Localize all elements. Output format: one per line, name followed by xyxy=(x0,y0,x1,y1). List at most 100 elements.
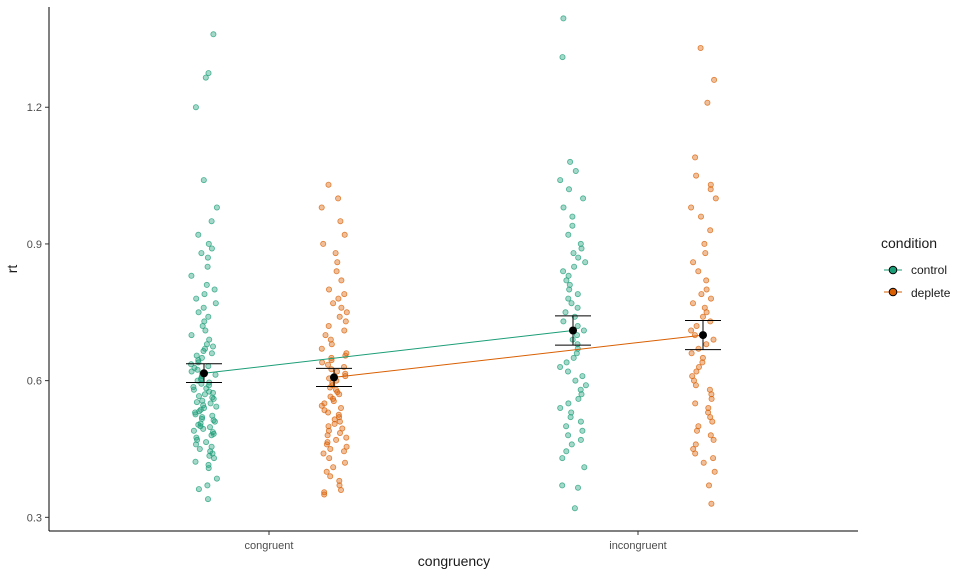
data-point-deplete xyxy=(711,76,718,83)
data-point-control xyxy=(205,240,212,247)
data-point-control xyxy=(206,336,213,343)
data-point-deplete xyxy=(336,313,343,320)
data-point-control xyxy=(574,291,581,298)
data-point-control xyxy=(205,461,212,468)
data-point-control xyxy=(560,204,567,211)
data-point-control xyxy=(204,254,211,261)
data-point-control xyxy=(565,400,572,407)
data-point-deplete xyxy=(335,195,342,202)
data-point-control xyxy=(190,427,197,434)
data-point-deplete xyxy=(327,393,334,400)
data-point-control xyxy=(570,354,577,361)
data-point-control xyxy=(208,350,215,357)
data-point-control xyxy=(557,404,564,411)
data-point-deplete xyxy=(330,300,337,307)
data-point-deplete xyxy=(693,172,700,179)
data-point-deplete xyxy=(343,309,350,316)
data-point-control xyxy=(570,250,577,257)
data-point-deplete xyxy=(318,345,325,352)
data-point-deplete xyxy=(695,423,702,430)
data-point-control xyxy=(562,309,569,316)
data-point-deplete xyxy=(701,240,708,247)
data-point-control xyxy=(577,240,584,247)
data-point-deplete xyxy=(327,336,334,343)
data-point-control xyxy=(563,359,570,366)
data-point-deplete xyxy=(336,482,343,489)
legend: condition control deplete xyxy=(881,235,951,300)
y-tick-label: 0.9 xyxy=(27,239,42,251)
summary-layer xyxy=(186,315,721,388)
data-point-deplete xyxy=(692,441,699,448)
data-point-deplete xyxy=(332,386,339,393)
data-point-deplete xyxy=(708,395,715,402)
data-point-control xyxy=(560,15,567,22)
data-point-control xyxy=(557,177,564,184)
data-point-control xyxy=(201,291,208,298)
x-tick-label: congruent xyxy=(245,540,294,552)
data-point-control xyxy=(195,393,202,400)
data-point-deplete xyxy=(712,195,719,202)
data-point-control xyxy=(199,397,206,404)
data-point-control xyxy=(560,268,567,275)
data-point-deplete xyxy=(333,368,340,375)
data-point-control xyxy=(195,231,202,238)
data-point-control xyxy=(209,394,216,401)
data-point-control xyxy=(573,350,580,357)
data-point-deplete xyxy=(333,268,340,275)
data-point-deplete xyxy=(698,291,705,298)
data-point-deplete xyxy=(695,268,702,275)
data-point-deplete xyxy=(325,286,332,293)
data-point-deplete xyxy=(696,363,703,370)
data-point-deplete xyxy=(341,327,348,334)
data-point-control xyxy=(200,177,207,184)
data-point-control xyxy=(574,332,581,339)
data-point-deplete xyxy=(322,332,329,339)
data-point-control xyxy=(577,386,584,393)
data-point-control xyxy=(188,332,195,339)
data-point-control xyxy=(565,231,572,238)
data-point-deplete xyxy=(343,443,350,450)
data-point-control xyxy=(578,245,585,252)
data-point-deplete xyxy=(333,436,340,443)
data-point-deplete xyxy=(700,313,707,320)
data-point-deplete xyxy=(334,259,341,266)
data-point-deplete xyxy=(339,425,346,432)
data-point-control xyxy=(563,448,570,455)
data-point-control xyxy=(574,304,581,311)
data-point-deplete xyxy=(320,240,327,247)
legend-title: condition xyxy=(881,235,937,251)
data-point-control xyxy=(192,441,199,448)
data-point-control xyxy=(580,327,587,334)
data-point-control xyxy=(582,382,589,389)
data-point-deplete xyxy=(325,322,332,329)
data-point-control xyxy=(566,281,573,288)
data-point-deplete xyxy=(690,300,697,307)
axes: 0.3 0.6 0.9 1.2 congruent incongruent congru… xyxy=(4,7,858,569)
data-point-control xyxy=(193,295,200,302)
data-point-control xyxy=(579,427,586,434)
data-point-deplete xyxy=(338,304,345,311)
data-point-control xyxy=(574,322,581,329)
data-point-deplete xyxy=(341,231,348,238)
data-point-control xyxy=(201,391,208,398)
data-point-deplete xyxy=(340,448,347,455)
data-point-deplete xyxy=(693,322,700,329)
mean-point-deplete xyxy=(330,373,338,382)
data-point-control xyxy=(190,383,197,390)
data-point-control xyxy=(196,445,203,452)
data-point-control xyxy=(565,368,572,375)
data-point-control xyxy=(188,272,195,279)
data-point-deplete xyxy=(707,432,714,439)
data-point-deplete xyxy=(705,404,712,411)
data-point-control xyxy=(209,412,216,419)
data-point-control xyxy=(200,304,207,311)
data-point-control xyxy=(566,286,573,293)
x-axis-title: congruency xyxy=(418,553,490,569)
data-point-deplete xyxy=(321,400,328,407)
data-point-control xyxy=(209,429,216,436)
data-point-control xyxy=(213,475,220,482)
data-point-deplete xyxy=(335,295,342,302)
data-point-control xyxy=(201,318,208,325)
data-point-deplete xyxy=(703,286,710,293)
